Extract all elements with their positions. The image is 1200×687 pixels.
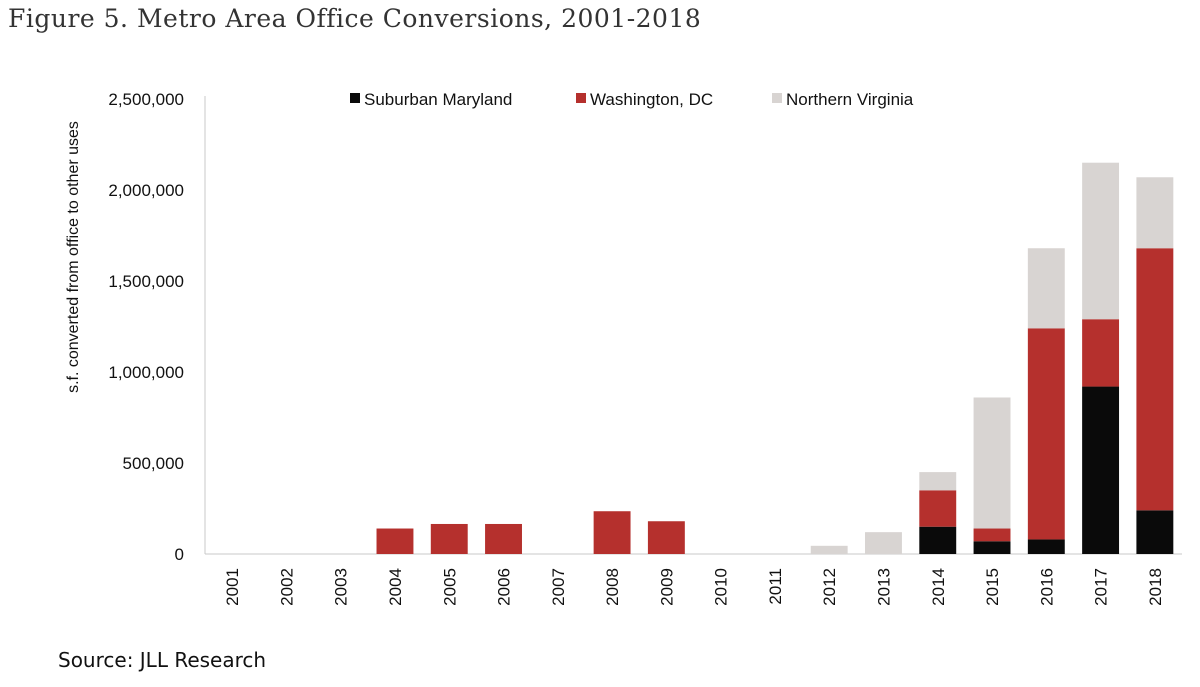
stacked-bar-chart: s.f. converted from office to other uses… (65, 90, 1182, 606)
x-tick-label: 2004 (386, 568, 405, 606)
bar-segment (647, 521, 685, 554)
bar-segment (973, 541, 1011, 554)
y-tick-label: 0 (175, 545, 184, 564)
bar-segment (1027, 248, 1065, 329)
legend: Suburban Maryland Washington, DC Northern … (350, 90, 914, 109)
x-tick-label: 2017 (1092, 568, 1111, 606)
bar-segment (865, 532, 902, 554)
x-tick-label: 2001 (223, 568, 242, 606)
bars (376, 162, 1174, 554)
x-tick-label: 2009 (657, 568, 676, 606)
bar-segment (919, 490, 957, 527)
legend-swatch (772, 93, 782, 103)
legend-label: Northern Virginia (786, 90, 914, 109)
bar-segment (1027, 328, 1065, 540)
legend-swatch (350, 93, 360, 103)
bar-segment (1082, 162, 1120, 320)
legend-swatch (576, 93, 586, 103)
x-tick-label: 2005 (440, 568, 459, 606)
legend-label: Suburban Maryland (364, 90, 512, 109)
legend-label: Washington, DC (590, 90, 713, 109)
y-tick-label: 500,000 (123, 454, 184, 473)
x-tick-labels: 2001 2002 2003 2004 2005 2006 2007 2008 2009 2010… (223, 568, 1165, 606)
x-tick-label: 2008 (603, 568, 622, 606)
x-tick-label: 2016 (1037, 568, 1056, 606)
x-tick-label: 2006 (495, 568, 514, 606)
figure-title: Figure 5. Metro Area Office Conversions,… (8, 4, 702, 33)
bar-segment (919, 526, 957, 554)
bar-segment (1082, 319, 1120, 387)
y-axis-title-group: s.f. converted from office to other uses (65, 121, 82, 393)
bar-segment (593, 511, 631, 554)
bar-segment (1136, 177, 1174, 249)
x-tick-label: 2002 (277, 568, 296, 606)
bar-segment (919, 472, 957, 491)
y-axis-title: s.f. converted from office to other uses (65, 121, 82, 393)
x-tick-label: 2018 (1146, 568, 1165, 606)
bar-segment (973, 397, 1011, 529)
x-tick-label: 2003 (332, 568, 351, 606)
bar-segment (430, 523, 468, 554)
x-tick-label: 2013 (874, 568, 893, 606)
x-tick-label: 2015 (983, 568, 1002, 606)
y-tick-label: 2,500,000 (108, 90, 184, 109)
y-tick-labels: 0 500,000 1,000,000 1,500,000 2,000,000 2,500… (108, 90, 184, 564)
bar-segment (376, 528, 414, 554)
bar-segment (1027, 539, 1065, 554)
x-tick-label: 2012 (820, 568, 839, 606)
bar-segment (973, 528, 1011, 542)
x-tick-label: 2014 (929, 568, 948, 606)
x-tick-label: 2011 (766, 568, 785, 605)
y-tick-label: 2,000,000 (108, 181, 184, 200)
bar-segment (1082, 386, 1120, 554)
source-note: Source: JLL Research (58, 648, 267, 672)
bar-segment (810, 545, 848, 554)
y-tick-label: 1,500,000 (108, 272, 184, 291)
bar-segment (485, 523, 522, 554)
bar-segment (1136, 248, 1174, 511)
bar-segment (1136, 510, 1174, 554)
y-tick-label: 1,000,000 (108, 363, 184, 382)
x-tick-label: 2010 (712, 568, 731, 606)
x-tick-label: 2007 (549, 568, 568, 606)
